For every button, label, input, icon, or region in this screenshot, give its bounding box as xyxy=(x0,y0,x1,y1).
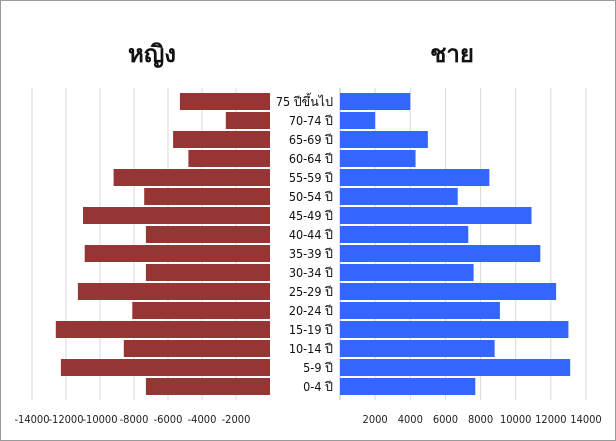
female-bar-14 xyxy=(60,359,271,376)
female-bar-7 xyxy=(145,226,270,243)
male-bar-8 xyxy=(340,245,541,262)
age-group-label-5: 50-54 ปี xyxy=(289,189,333,204)
male-bars xyxy=(340,93,571,395)
age-group-label-10: 25-29 ปี xyxy=(289,284,333,299)
right-tick-label-5: 12000 xyxy=(535,413,566,426)
male-bar-6 xyxy=(340,207,532,224)
age-group-label-8: 35-39 ปี xyxy=(289,246,333,261)
age-group-labels: 75 ปีขึ้นไป 70-74 ปี 65-69 ปี 60-64 ปี 55-59… xyxy=(276,92,333,394)
female-bar-4 xyxy=(113,169,270,186)
female-panel-title: หญิง xyxy=(128,40,176,68)
female-axis-ticks: -14000-12000-10000 -8000 -6000 -4000 -2000 xyxy=(14,413,250,426)
left-tick-label-1: -12000 xyxy=(48,413,83,426)
female-bars xyxy=(55,93,271,395)
left-tick-label-2: -10000 xyxy=(82,413,117,426)
right-tick-label-0: 2000 xyxy=(363,413,388,426)
age-group-label-13: 10-14 ปี xyxy=(289,341,333,356)
male-bar-12 xyxy=(340,321,569,338)
age-group-label-4: 55-59 ปี xyxy=(289,170,333,185)
male-bar-15 xyxy=(340,378,476,395)
age-group-label-2: 65-69 ปี xyxy=(289,132,333,147)
male-bar-14 xyxy=(340,359,571,376)
male-bar-2 xyxy=(340,131,428,148)
right-tick-label-3: 8000 xyxy=(468,413,493,426)
female-bar-13 xyxy=(123,340,270,357)
male-panel-title: ชาย xyxy=(430,40,474,68)
right-tick-label-4: 10000 xyxy=(500,413,531,426)
left-tick-label-0: -14000 xyxy=(14,413,49,426)
male-bar-9 xyxy=(340,264,474,281)
age-group-label-14: 5-9 ปี xyxy=(303,360,333,375)
age-group-label-12: 15-19 ปี xyxy=(289,322,333,337)
female-bar-10 xyxy=(77,283,271,300)
male-bar-1 xyxy=(340,112,376,129)
female-bar-1 xyxy=(225,112,270,129)
left-tick-label-6: -2000 xyxy=(222,413,251,426)
female-bar-8 xyxy=(84,245,270,262)
female-bar-2 xyxy=(173,131,270,148)
male-bar-0 xyxy=(340,93,411,110)
age-group-label-3: 60-64 ปี xyxy=(289,151,333,166)
male-bar-7 xyxy=(340,226,469,243)
male-axis-ticks: 2000 4000 6000 8000 10000 12000 14000 xyxy=(363,413,602,426)
male-bar-13 xyxy=(340,340,495,357)
age-group-label-1: 70-74 ปี xyxy=(289,113,333,128)
female-bar-0 xyxy=(179,93,270,110)
age-group-label-15: 0-4 ปี xyxy=(303,379,333,394)
male-bar-4 xyxy=(340,169,490,186)
right-tick-label-2: 6000 xyxy=(433,413,458,426)
male-bar-3 xyxy=(340,150,416,167)
left-tick-label-4: -6000 xyxy=(154,413,183,426)
female-bar-12 xyxy=(55,321,270,338)
male-bar-10 xyxy=(340,283,557,300)
female-bar-11 xyxy=(132,302,270,319)
right-tick-label-6: 14000 xyxy=(570,413,601,426)
right-tick-label-1: 4000 xyxy=(398,413,423,426)
left-tick-label-3: -8000 xyxy=(120,413,149,426)
male-bar-11 xyxy=(340,302,500,319)
age-group-label-7: 40-44 ปี xyxy=(289,227,333,242)
female-bar-3 xyxy=(188,150,270,167)
female-bar-9 xyxy=(145,264,270,281)
age-group-label-11: 20-24 ปี xyxy=(289,303,333,318)
female-bar-6 xyxy=(83,207,270,224)
male-bar-5 xyxy=(340,188,458,205)
female-bar-5 xyxy=(144,188,270,205)
age-group-label-6: 45-49 ปี xyxy=(289,208,333,223)
age-group-label-9: 30-34 ปี xyxy=(289,265,333,280)
left-tick-label-5: -4000 xyxy=(188,413,217,426)
age-group-label-0: 75 ปีขึ้นไป xyxy=(276,92,333,109)
female-bar-15 xyxy=(145,378,270,395)
